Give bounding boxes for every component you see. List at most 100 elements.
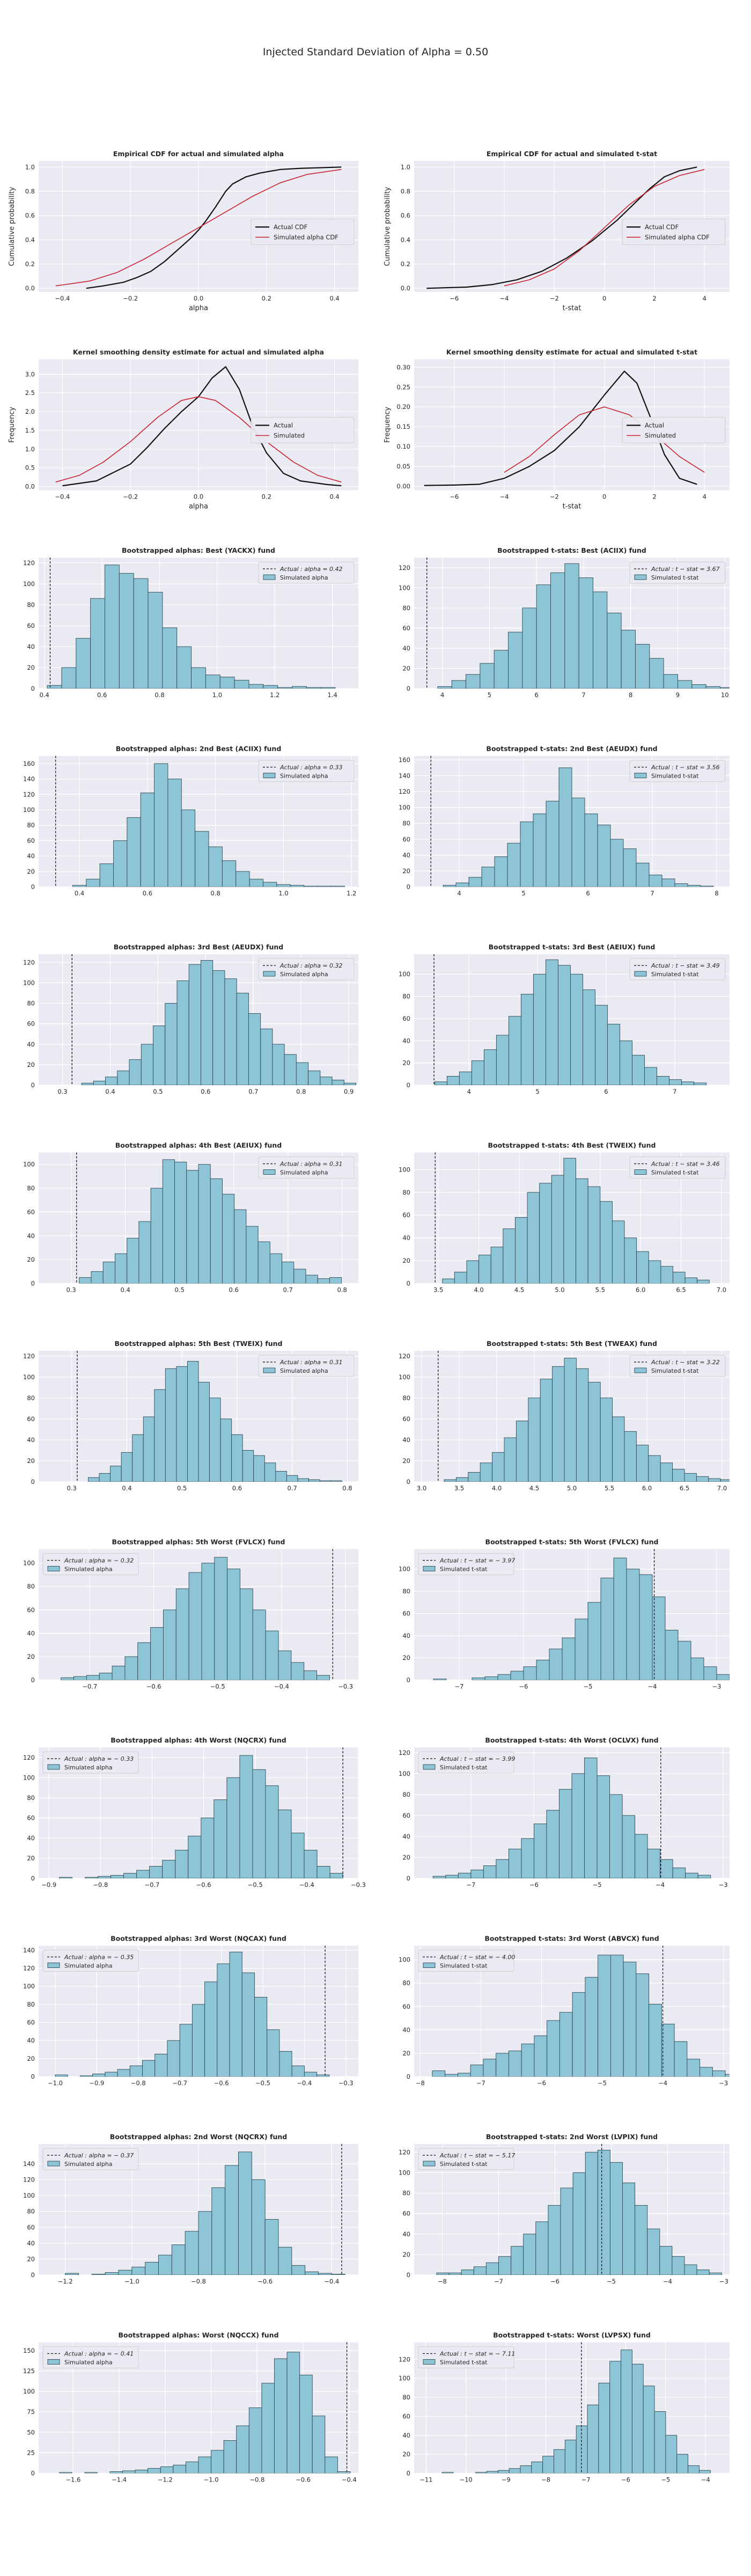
histogram-bar <box>626 1569 640 1680</box>
histogram-bar <box>478 1255 491 1284</box>
x-tick-label: 0.6 <box>229 1286 239 1294</box>
legend-label: Actual : alpha = 0.31 <box>279 1359 343 1366</box>
histogram-bar <box>236 992 249 1085</box>
x-tick-label: −4 <box>701 2476 710 2484</box>
histogram-bar <box>672 1469 685 1482</box>
y-tick-label: 60 <box>402 1015 410 1022</box>
legend-box <box>629 1355 726 1377</box>
histogram-bar <box>86 1675 100 1680</box>
histogram-bar <box>451 680 466 689</box>
chart-legend: Actual : alpha = 0.33 Simulated alpha <box>258 760 355 782</box>
x-tick-label: −0.5 <box>210 1683 225 1690</box>
x-tick-label: −0.5 <box>255 2080 270 2087</box>
x-tick-label: 4.5 <box>529 1484 539 1492</box>
histogram-bar <box>105 2272 119 2275</box>
y-tick-label: 80 <box>27 1000 35 1007</box>
histogram-bar <box>521 2044 535 2077</box>
y-tick-label: 0.6 <box>401 212 410 219</box>
histogram-bar <box>583 989 595 1085</box>
x-tick-label: 0.3 <box>66 1286 76 1294</box>
histogram-bar <box>304 1670 317 1680</box>
histogram-bar <box>162 627 178 689</box>
histogram-bar <box>222 860 237 887</box>
x-tick-label: −0.6 <box>296 2476 311 2484</box>
legend-label: Simulated alpha <box>64 2161 113 2168</box>
histogram-bar <box>73 1676 87 1680</box>
histogram-bar <box>694 1082 706 1085</box>
y-tick-label: 40 <box>27 2240 35 2247</box>
histogram-bar <box>138 1221 151 1284</box>
histogram-bar <box>316 1675 330 1680</box>
x-tick-label: 0.7 <box>248 1088 258 1095</box>
x-tick-label: 0.7 <box>288 1484 297 1492</box>
histogram-bar <box>123 1873 137 1878</box>
histogram-bar <box>331 2274 345 2275</box>
x-tick-label: −0.8 <box>191 2278 206 2285</box>
histogram-bar <box>119 573 134 689</box>
histogram-bar <box>654 2411 666 2473</box>
histogram-bar <box>483 1049 497 1085</box>
x-tick-label: −7 <box>466 1881 475 1889</box>
chart-title: Bootstrapped alphas: 2nd Best (ACIIX) fu… <box>116 745 282 753</box>
y-tick-label: 40 <box>402 2432 410 2439</box>
chart-panel: −8 −7 −6 −5 −4 −3 0 20 40 60 80 100 120 Bootstrapped … <box>399 2133 730 2285</box>
histogram-bar <box>171 2244 186 2275</box>
legend-box <box>629 1157 726 1179</box>
x-tick-label: −0.8 <box>249 2476 264 2484</box>
histogram-bar <box>587 1186 601 1284</box>
x-tick-label: 0.3 <box>67 1484 77 1492</box>
legend-swatch <box>47 1963 60 1968</box>
chart-panel: −0.4 −0.2 0.0 0.2 0.4 0.0 0.5 1.0 1.5 2.0 2.5 3.0 Ke… <box>8 348 358 511</box>
chart-title: Bootstrapped t-stats: 3rd Worst (ABVCX) … <box>484 1935 659 1943</box>
legend-swatch <box>634 773 647 778</box>
chart-title: Bootstrapped alphas: 3rd Best (AEUDX) fu… <box>114 943 283 951</box>
y-tick-label: 80 <box>27 1394 35 1402</box>
histogram-bar <box>550 572 565 689</box>
histogram-bar <box>437 686 452 689</box>
x-tick-label: 1.0 <box>278 890 288 897</box>
y-tick-label: 100 <box>23 580 35 588</box>
legend-label: Actual : alpha = − 0.33 <box>64 1755 134 1762</box>
y-tick-label: 60 <box>27 837 35 844</box>
series-line <box>504 406 705 473</box>
histogram-bar <box>459 1071 472 1085</box>
y-tick-label: 60 <box>402 624 410 632</box>
histogram-bar <box>533 814 547 887</box>
histogram-bar <box>91 2274 106 2275</box>
x-tick-label: 6 <box>604 1088 608 1095</box>
x-tick-label: 1.0 <box>212 691 222 699</box>
histogram-bar <box>455 1477 469 1482</box>
y-tick-label: 80 <box>402 604 410 612</box>
x-tick-label: 4.5 <box>514 1286 524 1294</box>
y-tick-label: 0 <box>407 1677 410 1684</box>
histogram-bar <box>494 650 509 689</box>
histogram-bar <box>657 1076 669 1085</box>
x-tick-label: 0.6 <box>97 691 107 699</box>
y-tick-label: 60 <box>27 1606 35 1614</box>
legend-box <box>258 1157 355 1179</box>
x-tick-label: 1.4 <box>328 691 337 699</box>
histogram-bar <box>480 1462 493 1482</box>
x-tick-label: −2 <box>550 493 559 501</box>
legend-label: Actual : t − stat = 3.49 <box>651 962 720 969</box>
x-tick-label: 4 <box>457 890 461 897</box>
x-tick-label: 0 <box>602 295 606 302</box>
x-tick-label: −0.5 <box>248 1881 263 1889</box>
histogram-bar <box>643 2385 655 2473</box>
x-tick-label: 4.0 <box>474 1286 483 1294</box>
y-tick-label: 0 <box>407 883 410 891</box>
histogram-bar <box>621 630 636 689</box>
x-tick-label: 0.8 <box>154 691 164 699</box>
y-axis-label: Cumulative probability <box>384 187 392 266</box>
histogram-bar <box>533 1824 547 1878</box>
legend-label: Actual : alpha = − 0.35 <box>64 1954 134 1961</box>
chart-legend: Actual : t − stat = − 5.17 Simulated t-st… <box>418 2148 515 2170</box>
chart-legend: Actual : alpha = − 0.35 Simulated alpha <box>42 1950 139 1972</box>
legend-box <box>42 1751 139 1774</box>
x-tick-label: 5 <box>488 691 491 699</box>
y-tick-label: 1.0 <box>401 163 410 171</box>
